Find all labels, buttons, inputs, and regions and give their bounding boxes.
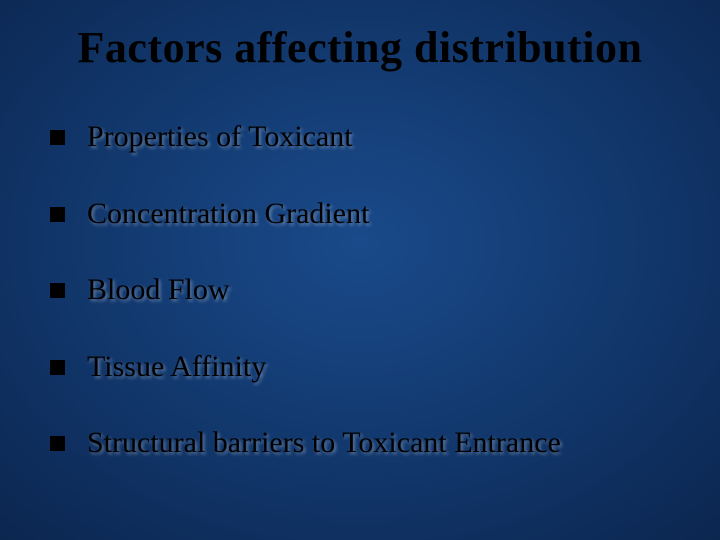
bullet-square-icon bbox=[50, 436, 65, 451]
bullet-square-icon bbox=[50, 360, 65, 375]
list-item: Blood Flow bbox=[50, 273, 670, 308]
list-item: Concentration Gradient bbox=[50, 197, 670, 232]
bullet-square-icon bbox=[50, 130, 65, 145]
slide-title: Factors affecting distribution bbox=[0, 22, 720, 73]
slide-body: Properties of Toxicant Concentration Gra… bbox=[50, 120, 670, 503]
bullet-square-icon bbox=[50, 207, 65, 222]
bullet-text: Blood Flow bbox=[87, 273, 230, 308]
list-item: Structural barriers to Toxicant Entrance bbox=[50, 426, 670, 461]
bullet-square-icon bbox=[50, 283, 65, 298]
bullet-text: Concentration Gradient bbox=[87, 197, 369, 232]
bullet-text: Structural barriers to Toxicant Entrance bbox=[87, 426, 561, 461]
list-item: Properties of Toxicant bbox=[50, 120, 670, 155]
list-item: Tissue Affinity bbox=[50, 350, 670, 385]
bullet-text: Tissue Affinity bbox=[87, 350, 266, 385]
bullet-text: Properties of Toxicant bbox=[87, 120, 353, 155]
slide: Factors affecting distribution Propertie… bbox=[0, 0, 720, 540]
